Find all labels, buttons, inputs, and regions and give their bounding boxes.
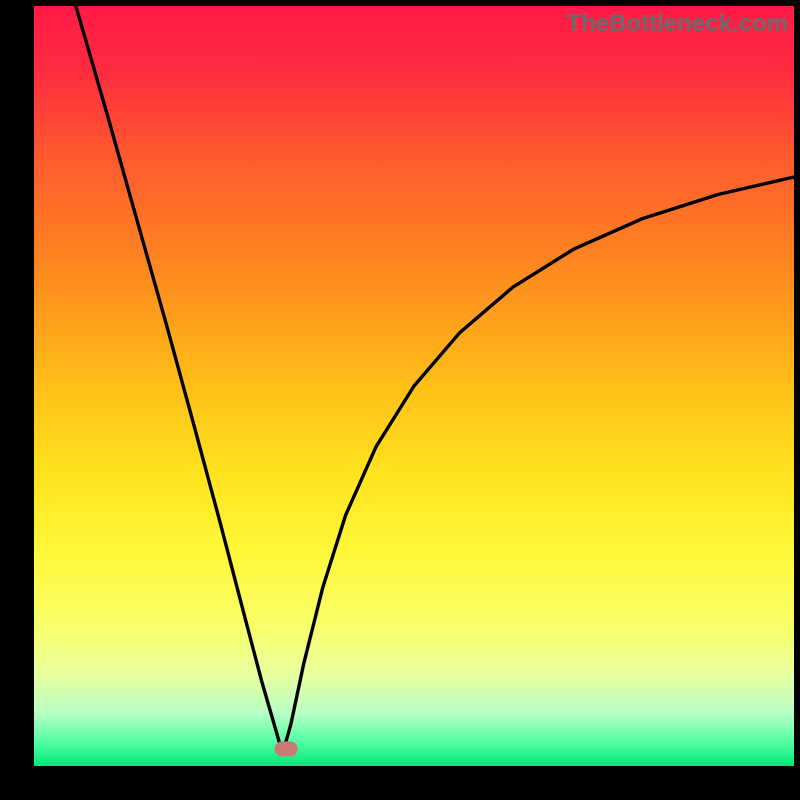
- plot-area: [34, 6, 794, 766]
- chart-frame: TheBottleneck.com: [0, 0, 800, 800]
- background-gradient: [34, 6, 794, 766]
- watermark-text: TheBottleneck.com: [567, 10, 788, 38]
- optimum-marker: [275, 742, 298, 757]
